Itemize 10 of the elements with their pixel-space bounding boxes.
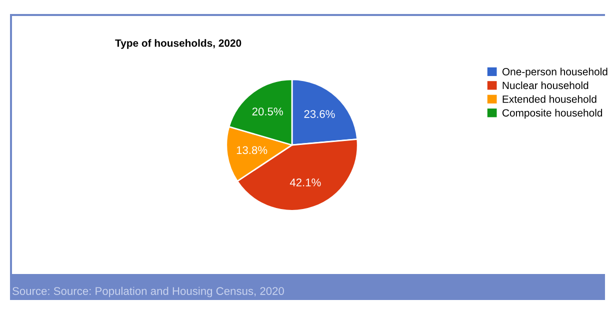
legend-label: Extended household bbox=[502, 95, 596, 103]
data-label: 42.1% bbox=[290, 178, 321, 186]
data-label: 23.6% bbox=[304, 110, 335, 118]
data-label: 13.8% bbox=[236, 146, 268, 154]
source-note: Source: Source: Population and Housing Census, 2020 bbox=[12, 286, 284, 298]
data-label: 20.5% bbox=[252, 108, 283, 116]
legend-label: Composite household bbox=[502, 108, 602, 119]
legend-label: Nuclear household bbox=[502, 81, 588, 90]
chart-title: Type of households, 2020 bbox=[115, 39, 242, 49]
legend-label: One-person household bbox=[502, 68, 608, 78]
